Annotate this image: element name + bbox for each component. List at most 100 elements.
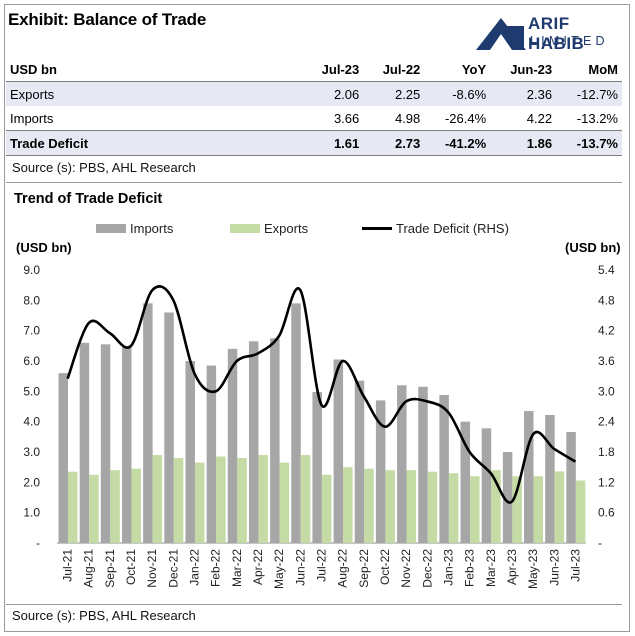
y-left-tick-label: 3.0 bbox=[23, 445, 40, 459]
imports-bar bbox=[312, 391, 322, 543]
x-tick-label: Oct-22 bbox=[378, 549, 392, 585]
table-cell: -12.7% bbox=[556, 81, 622, 106]
exports-bar bbox=[110, 470, 120, 543]
source-note-bottom: Source (s): PBS, AHL Research bbox=[12, 608, 196, 623]
exports-bar bbox=[300, 455, 311, 543]
y-left-tick-label: 8.0 bbox=[23, 293, 40, 307]
table-cell: 4.98 bbox=[394, 110, 421, 126]
y-right-tick-label: 1.8 bbox=[598, 445, 615, 459]
table-cell: 1.86 bbox=[490, 130, 557, 156]
exports-bar bbox=[279, 462, 290, 543]
imports-bar bbox=[502, 452, 513, 543]
y-left-tick-label: 4.0 bbox=[23, 415, 40, 429]
x-tick-label: Oct-21 bbox=[124, 549, 138, 585]
imports-bar bbox=[58, 373, 68, 543]
imports-bar bbox=[248, 341, 259, 543]
exports-bar bbox=[448, 473, 459, 543]
y-left-tick-label: 5.0 bbox=[23, 384, 40, 398]
imports-bar bbox=[291, 303, 301, 543]
row-label: Trade Deficit bbox=[6, 130, 289, 156]
legend-label: Imports bbox=[130, 221, 174, 236]
exhibit-title: Exhibit: Balance of Trade bbox=[8, 10, 207, 29]
column-header: USD bn bbox=[6, 57, 289, 82]
x-tick-label: Jan-22 bbox=[188, 549, 202, 586]
x-tick-label: Jan-23 bbox=[441, 549, 455, 586]
x-tick-label: Jul-22 bbox=[315, 549, 329, 582]
column-header: Jun-23 bbox=[490, 57, 557, 82]
trade-deficit-line bbox=[66, 285, 577, 504]
exports-bar bbox=[321, 474, 332, 543]
exports-bar bbox=[385, 470, 395, 543]
y-left-tick-label: 7.0 bbox=[23, 324, 40, 338]
imports-bar bbox=[481, 428, 492, 543]
legend-swatch-imports bbox=[96, 224, 126, 233]
x-tick-label: Dec-21 bbox=[166, 549, 180, 588]
x-tick-label: Sep-21 bbox=[103, 549, 117, 588]
company-logo: ARIF HABIB LIMITED bbox=[474, 14, 624, 54]
imports-bar bbox=[270, 338, 280, 543]
exports-bar bbox=[512, 476, 522, 543]
x-tick-label: Apr-23 bbox=[505, 549, 519, 585]
legend-label: Trade Deficit (RHS) bbox=[396, 221, 509, 236]
table-cell: 2.36 bbox=[490, 81, 557, 106]
imports-bar bbox=[79, 342, 90, 543]
divider bbox=[6, 604, 622, 605]
exports-bar bbox=[237, 458, 247, 543]
exports-bar bbox=[554, 471, 565, 543]
imports-bar bbox=[566, 431, 576, 543]
column-header: YoY bbox=[424, 57, 491, 82]
y-right-tick-label: 3.0 bbox=[598, 384, 615, 398]
table-cell: 4.22 bbox=[526, 110, 553, 126]
exports-bar bbox=[533, 476, 544, 543]
imports-bar bbox=[100, 344, 111, 543]
imports-bar bbox=[164, 312, 174, 543]
row-label: Imports bbox=[10, 110, 54, 126]
exports-bar bbox=[406, 470, 417, 543]
y-left-tick-label: 9.0 bbox=[23, 263, 40, 277]
x-tick-label: Jul-21 bbox=[61, 549, 75, 582]
legend-item-deficit: Trade Deficit (RHS) bbox=[362, 221, 509, 236]
table-cell: 1.61 bbox=[288, 130, 364, 156]
exports-bar bbox=[152, 455, 163, 543]
y-right-tick-label: 1.2 bbox=[598, 475, 615, 489]
x-tick-label: Sep-22 bbox=[357, 549, 371, 588]
imports-bar bbox=[545, 414, 555, 543]
table-cell: -41.2% bbox=[424, 130, 491, 156]
x-tick-label: Jun-23 bbox=[547, 549, 561, 586]
exports-bar bbox=[491, 470, 501, 543]
table-cell: 2.25 bbox=[363, 81, 425, 106]
table-cell: -8.6% bbox=[424, 81, 491, 106]
row-label: Exports bbox=[6, 81, 289, 106]
imports-bar bbox=[206, 365, 217, 543]
y-right-tick-label: 3.6 bbox=[598, 354, 615, 368]
table-cell: 3.66 bbox=[333, 110, 360, 126]
x-tick-label: Feb-23 bbox=[463, 549, 477, 587]
imports-bar bbox=[354, 380, 365, 543]
legend-item-exports: Exports bbox=[230, 221, 308, 236]
divider bbox=[6, 182, 622, 183]
imports-bar bbox=[524, 411, 534, 543]
exports-bar bbox=[575, 480, 586, 543]
table-row: Imports 3.66 4.98 -26.4% 4.22 -13.2% bbox=[6, 106, 622, 131]
table-row: Trade Deficit 1.61 2.73 -41.2% 1.86 -13.… bbox=[6, 130, 622, 156]
exports-bar bbox=[131, 468, 141, 543]
logo-text-line2: LIMITED bbox=[530, 34, 609, 48]
y-right-tick-label: 4.2 bbox=[598, 324, 615, 338]
exports-bar bbox=[194, 462, 205, 543]
exports-bar bbox=[258, 455, 268, 543]
imports-bar bbox=[121, 347, 132, 543]
legend-swatch-exports bbox=[230, 224, 260, 233]
x-tick-label: Aug-21 bbox=[82, 549, 96, 588]
y-right-tick-label: 5.4 bbox=[598, 263, 615, 277]
exports-bar bbox=[89, 474, 99, 543]
exports-bar bbox=[216, 456, 226, 543]
y-left-tick-label: 6.0 bbox=[23, 354, 40, 368]
y-right-tick-label: 4.8 bbox=[598, 293, 615, 307]
left-axis-unit: (USD bn) bbox=[16, 240, 72, 255]
imports-bar bbox=[143, 303, 153, 543]
table-cell: 2.06 bbox=[288, 81, 364, 106]
y-right-tick-label: 2.4 bbox=[598, 415, 615, 429]
right-axis-unit: (USD bn) bbox=[565, 240, 621, 255]
legend-swatch-deficit bbox=[362, 227, 392, 230]
